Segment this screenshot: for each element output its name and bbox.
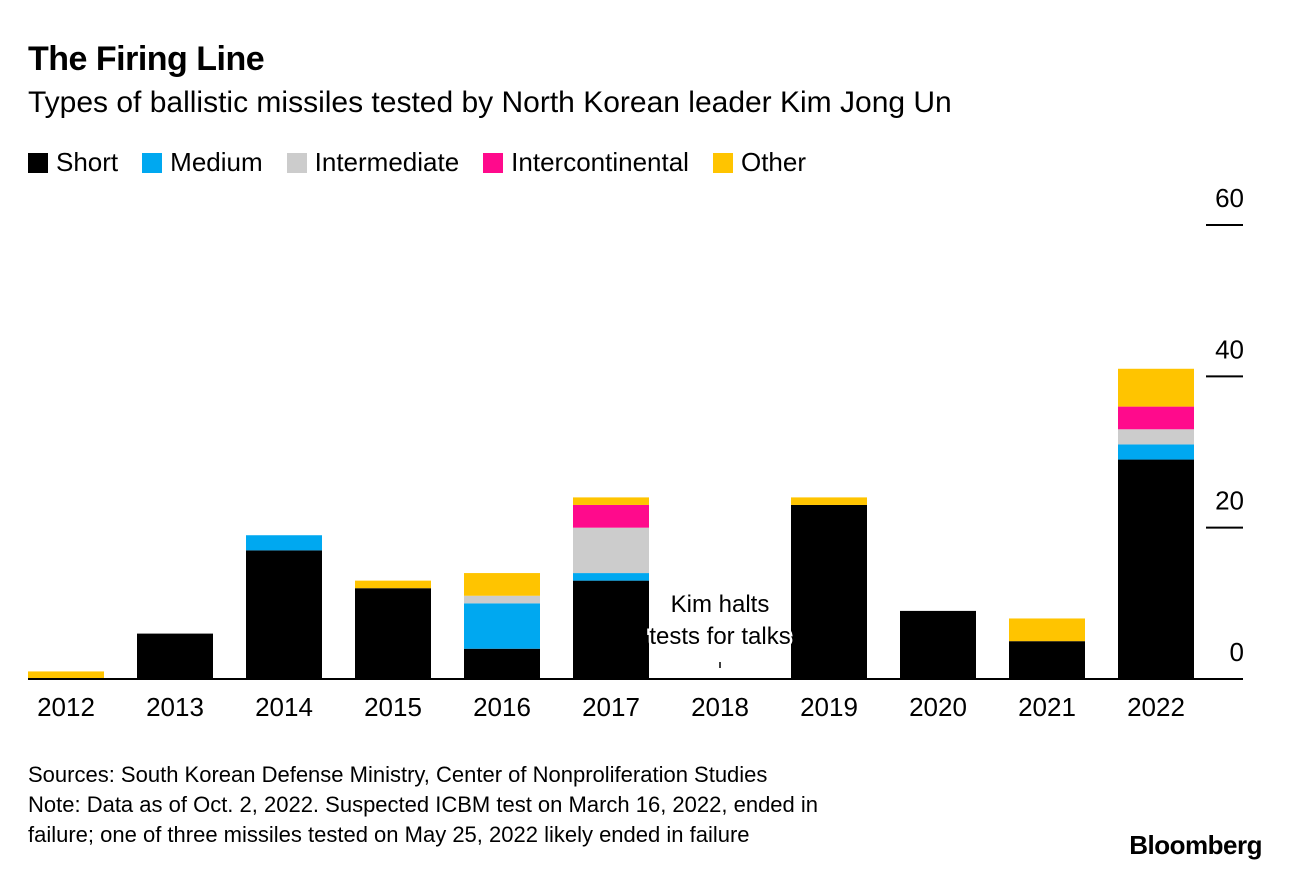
legend-swatch-intercontinental [483,152,504,173]
bar-2016-medium [464,603,540,649]
x-tick-label-2014: 2014 [255,692,313,722]
bar-2022-intermediate [1118,429,1194,445]
bar-2022-intercontinental [1118,406,1194,430]
legend-item-other: Other [712,147,806,178]
bar-2016-short [464,648,540,679]
bar-2016-intermediate [464,595,540,604]
x-tick-label-2022: 2022 [1127,692,1185,722]
x-tick-label-2013: 2013 [146,692,204,722]
y-tick-label-40: 40 [1215,334,1244,364]
x-tick-label-2017: 2017 [582,692,640,722]
x-tick-label-2015: 2015 [364,692,422,722]
bar-2017-intermediate [573,527,649,574]
legend-swatch-other [712,152,733,173]
legend-item-medium: Medium [142,147,263,178]
bar-2022-medium [1118,444,1194,460]
bar-2017-intercontinental [573,504,649,528]
bar-2012-other [28,671,104,679]
bar-2021-short [1009,641,1085,679]
x-tick-label-2012: 2012 [37,692,95,722]
legend-item-short: Short [28,147,118,178]
bar-2022-other [1118,368,1194,407]
x-tick-label-2018: 2018 [691,692,749,722]
bar-2013-short [137,633,213,679]
legend-swatch-short [28,152,48,173]
legend-label-intercontinental: Intercontinental [511,147,689,177]
legend-label-medium: Medium [170,147,263,177]
bar-2016-other [464,573,540,596]
legend-label-short: Short [56,147,119,177]
legend-swatch-intermediate [286,152,307,173]
note-text-line-2: failure; one of three missiles tested on… [28,822,750,847]
x-tick-label-2021: 2021 [1018,692,1076,722]
legend-item-intermediate: Intermediate [286,147,460,178]
bar-2014-medium [246,535,322,551]
x-tick-label-2019: 2019 [800,692,858,722]
legend-item-intercontinental: Intercontinental [483,147,689,178]
chart-title: The Firing Line [28,40,265,78]
note-text-line-1: Note: Data as of Oct. 2, 2022. Suspected… [28,792,819,817]
legend-label-intermediate: Intermediate [314,147,460,177]
annotation-text-line-1: Kim halts [671,591,770,618]
bloomberg-logo: Bloomberg [1129,830,1262,860]
bar-2017-other [573,497,649,505]
bar-2014-short [246,550,322,679]
bar-2015-short [355,588,431,679]
bar-2021-other [1009,618,1085,642]
x-tick-label-2016: 2016 [473,692,531,722]
x-tick-label-2020: 2020 [909,692,967,722]
bar-2017-short [573,580,649,679]
legend-label-other: Other [740,147,806,177]
bar-2020-short [900,610,976,679]
legend-swatch-medium [142,152,163,173]
legend: Short Medium Intermediate Intercontinent… [28,147,830,178]
y-tick-label-60: 60 [1215,183,1244,213]
annotation-text-line-2: tests for talks [649,623,790,650]
y-tick-label-0: 0 [1230,637,1244,667]
bar-2022-short [1118,459,1194,679]
chart-subtitle: Types of ballistic missiles tested by No… [28,86,952,119]
bar-2017-medium [573,573,649,581]
bar-2019-other [791,497,867,505]
sources-text: Sources: South Korean Defense Ministry, … [28,762,768,787]
bar-2019-short [791,504,867,679]
y-tick-label-20: 20 [1215,486,1244,516]
footer-notes: Sources: South Korean Defense Ministry, … [28,760,818,850]
bar-2015-other [355,580,431,589]
